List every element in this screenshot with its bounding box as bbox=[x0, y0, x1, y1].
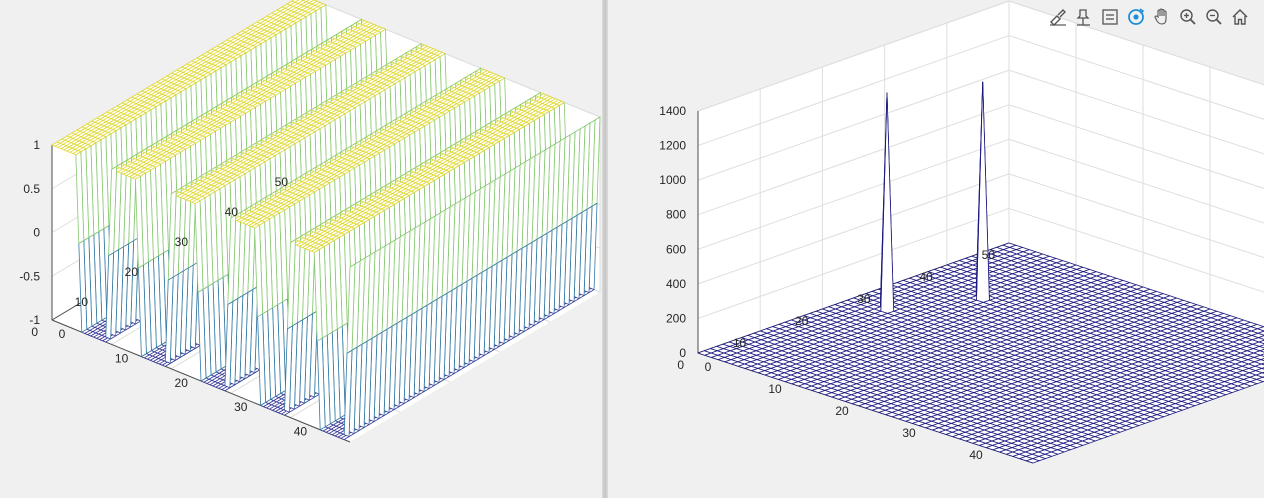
left-mesh-surface bbox=[51, 0, 601, 440]
left-subplot-panel: 0 10 20 30 40 0 10 20 30 40 50 -1 -0.5 0 0.5 1 bbox=[0, 0, 602, 498]
